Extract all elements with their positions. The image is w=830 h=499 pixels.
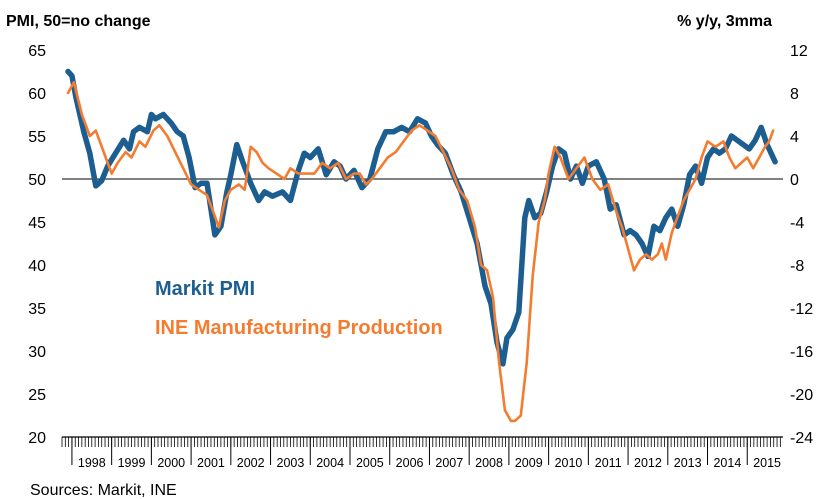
x-tick-label: 2012 [634, 456, 662, 470]
y-left-tick-label: 65 [28, 43, 46, 60]
x-tick-label: 2002 [237, 456, 265, 470]
source-note: Sources: Markit, INE [30, 482, 177, 499]
x-tick-label: 2011 [595, 456, 622, 470]
y-right-tick-label: -16 [790, 344, 813, 361]
y-left-tick-label: 40 [28, 258, 46, 275]
y-right-tick-label: -12 [790, 301, 813, 318]
y-left-tick-label: 35 [28, 301, 46, 318]
x-tick-label: 2001 [197, 456, 225, 470]
y-left-tick-label: 50 [28, 172, 46, 189]
series-line-ine-production [66, 81, 775, 423]
series-line-markit-pmi [65, 68, 778, 367]
x-tick-label: 2013 [674, 456, 702, 470]
y-right-tick-label: -8 [790, 258, 804, 275]
y-left-tick-label: 25 [28, 387, 46, 404]
y-right-tick-label: -20 [790, 387, 813, 404]
plot-area: 6560555045403530252012840-4-8-12-16-20-2… [28, 43, 813, 470]
x-tick-label: 1999 [118, 456, 146, 470]
x-tick-label: 2014 [713, 456, 741, 470]
x-tick-label: 2008 [475, 456, 503, 470]
y-right-tick-label: 0 [790, 172, 799, 189]
x-tick-label: 2010 [555, 456, 583, 470]
x-tick-label: 2000 [157, 456, 185, 470]
left-axis-title: PMI, 50=no change [6, 13, 151, 30]
y-right-tick-label: -24 [790, 430, 813, 447]
right-axis-title: % y/y, 3mma [677, 13, 772, 30]
x-tick-label: 2006 [396, 456, 424, 470]
y-left-tick-label: 60 [28, 86, 46, 103]
legend-markit-pmi: Markit PMI [155, 278, 255, 300]
x-tick-label: 2009 [515, 456, 543, 470]
y-left-tick-label: 45 [28, 215, 46, 232]
y-right-tick-label: 8 [790, 86, 799, 103]
y-right-tick-label: 4 [790, 129, 799, 146]
x-tick-label: 2004 [316, 456, 344, 470]
x-tick-label: 2005 [356, 456, 384, 470]
x-tick-label: 1998 [78, 456, 106, 470]
y-right-tick-label: 12 [790, 43, 808, 60]
y-left-tick-label: 20 [28, 430, 46, 447]
x-tick-label: 2003 [277, 456, 305, 470]
x-tick-label: 2007 [435, 456, 463, 470]
y-left-tick-label: 55 [28, 129, 46, 146]
y-left-tick-label: 30 [28, 344, 46, 361]
y-right-tick-label: -4 [790, 215, 804, 232]
legend-ine-production: INE Manufacturing Production [155, 317, 443, 339]
x-tick-label: 2015 [753, 456, 781, 470]
